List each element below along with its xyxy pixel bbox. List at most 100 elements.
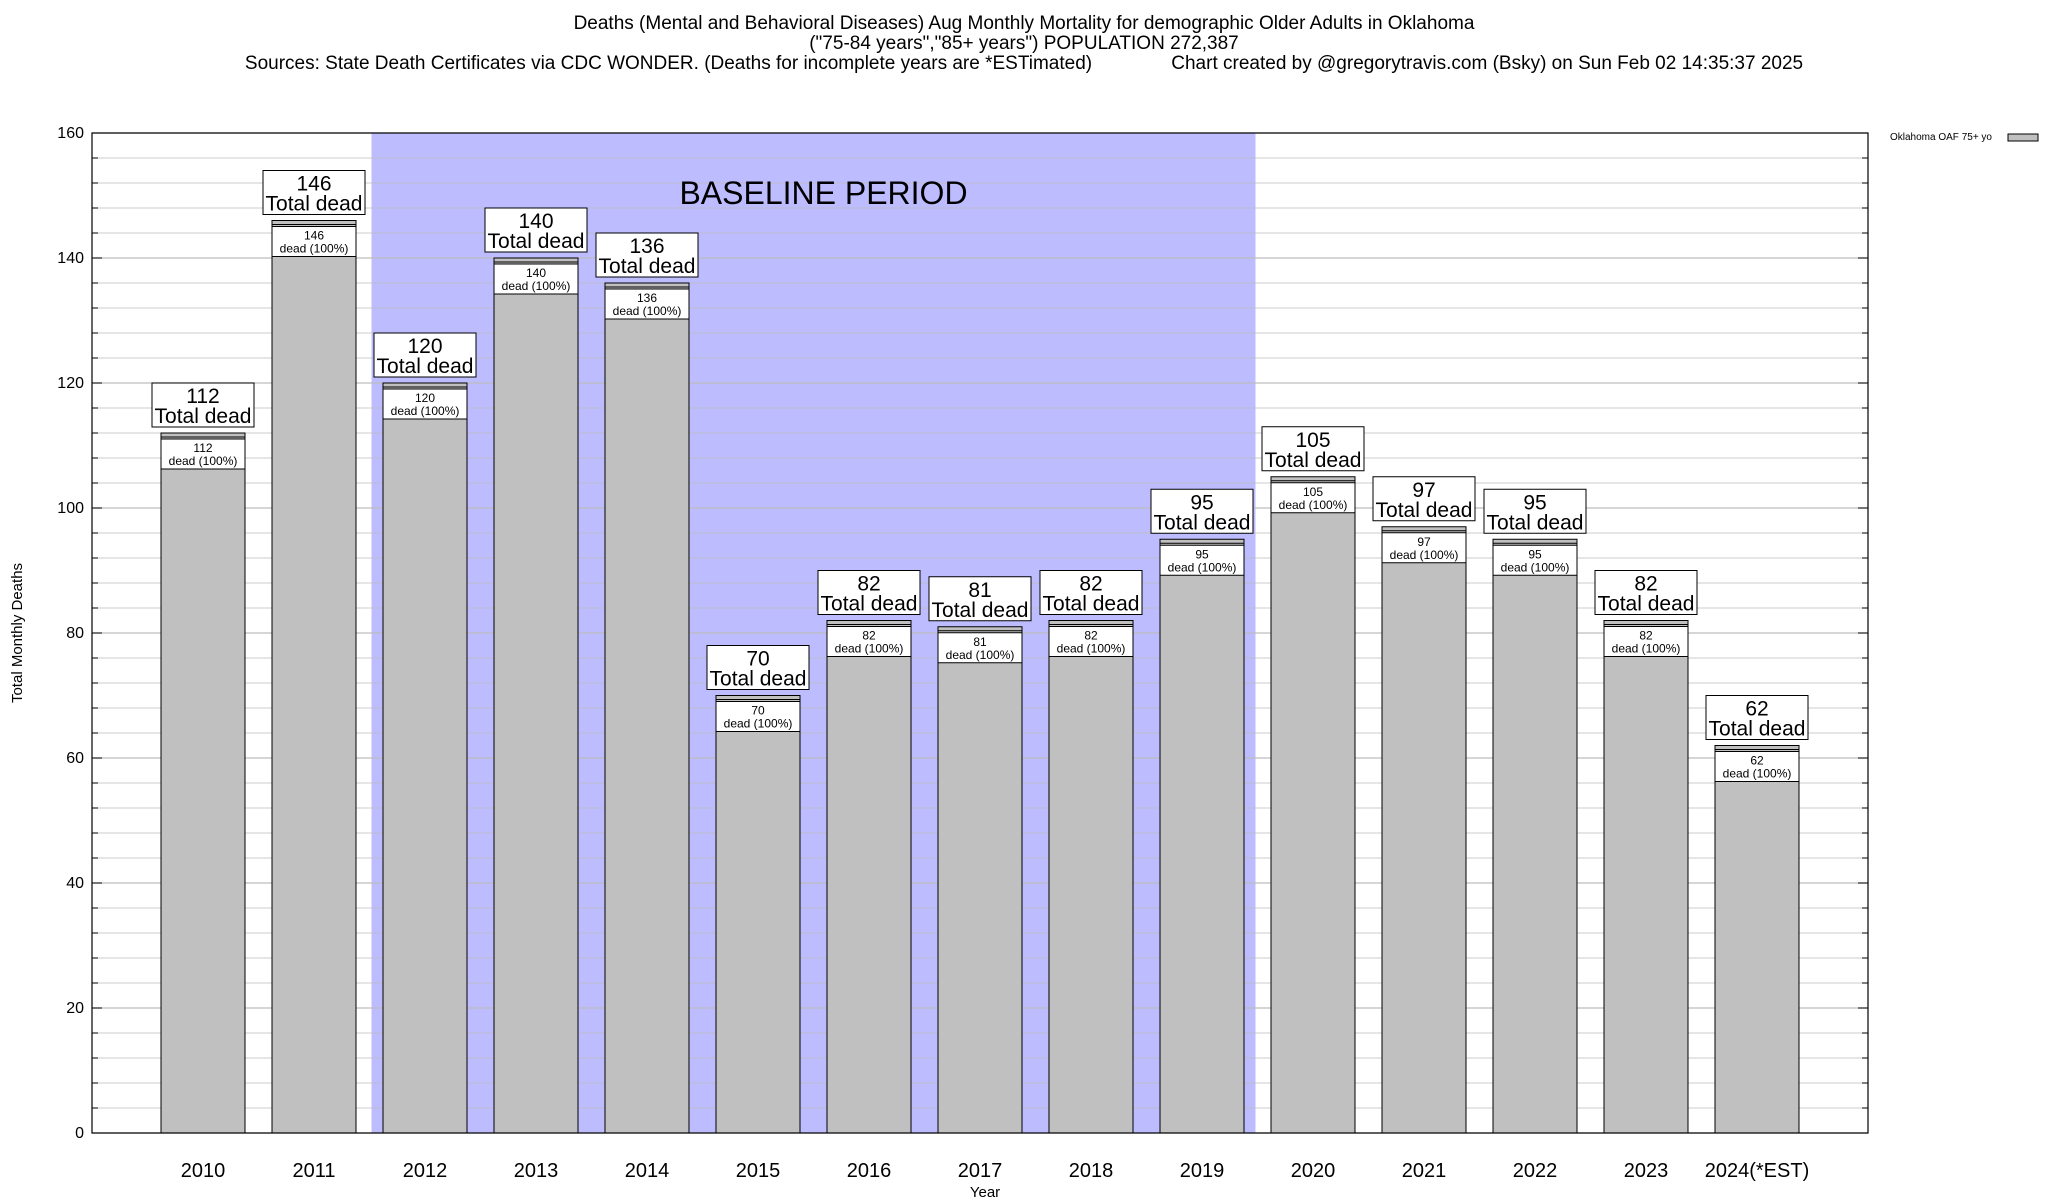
inner-label-box — [604, 288, 690, 320]
bar — [382, 382, 468, 1134]
inner-value-label: 105 — [1303, 485, 1323, 499]
inner-label-box — [160, 438, 246, 470]
total-text-label: Total dead — [1598, 593, 1695, 616]
bar — [1048, 620, 1134, 1134]
total-label-box — [1483, 488, 1587, 534]
total-value-label: 146 — [296, 173, 331, 196]
total-value-label: 70 — [746, 648, 769, 671]
inner-value-label: 62 — [1750, 754, 1764, 768]
bar — [1492, 538, 1578, 1134]
legend-swatch — [2007, 133, 2039, 142]
chart-title: Deaths (Mental and Behavioral Diseases) … — [573, 13, 1475, 34]
total-text-label: Total dead — [1709, 718, 1806, 741]
inner-percent-label: dead (100%) — [169, 454, 238, 468]
chart-subtitle: ("75-84 years","85+ years") POPULATION 2… — [809, 33, 1239, 54]
inner-label-box — [1714, 751, 1800, 782]
bar — [493, 257, 579, 1134]
total-label-box — [595, 232, 699, 278]
inner-percent-label: dead (100%) — [946, 648, 1015, 662]
inner-percent-label: dead (100%) — [1057, 642, 1126, 656]
inner-label-box — [937, 632, 1023, 664]
y-axis-label: Total Monthly Deaths — [9, 563, 26, 703]
inner-label-box — [1492, 544, 1578, 576]
x-tick-label: 2023 — [1624, 1160, 1669, 1182]
total-text-label: Total dead — [599, 255, 696, 278]
total-text-label: Total dead — [932, 599, 1029, 622]
inner-value-label: 70 — [751, 704, 765, 718]
inner-label-box — [1048, 626, 1134, 657]
total-value-label: 82 — [857, 573, 880, 596]
x-tick-label: 2017 — [958, 1160, 1003, 1182]
total-value-label: 140 — [518, 210, 553, 233]
inner-value-label: 97 — [1417, 535, 1431, 549]
total-label-box — [1594, 570, 1698, 615]
inner-percent-label: dead (100%) — [724, 717, 793, 731]
bar — [1159, 538, 1245, 1134]
y-tick-label: 20 — [66, 1000, 84, 1017]
total-label-box — [1705, 695, 1809, 740]
x-tick-label: 2011 — [292, 1160, 335, 1182]
bar — [937, 626, 1023, 1134]
total-label-box — [484, 207, 588, 253]
total-label-box — [151, 382, 255, 428]
total-value-label: 112 — [186, 385, 219, 408]
total-label-box — [373, 332, 477, 378]
total-value-label: 105 — [1295, 429, 1330, 452]
inner-label-box — [271, 226, 357, 257]
inner-value-label: 82 — [1084, 629, 1098, 643]
inner-percent-label: dead (100%) — [391, 404, 460, 418]
total-label-box — [1150, 488, 1254, 534]
total-value-label: 62 — [1745, 698, 1768, 721]
total-text-label: Total dead — [377, 355, 474, 378]
bar — [1270, 476, 1356, 1134]
x-tick-label: 2018 — [1069, 1160, 1114, 1182]
total-text-label: Total dead — [1265, 449, 1362, 472]
x-tick-label: 2021 — [1402, 1160, 1447, 1182]
total-text-label: Total dead — [710, 668, 807, 691]
y-tick-label: 80 — [66, 625, 84, 642]
inner-value-label: 140 — [526, 266, 546, 280]
x-axis-label: Year — [970, 1184, 1000, 1200]
inner-value-label: 81 — [973, 635, 987, 649]
y-tick-label: 0 — [75, 1125, 84, 1142]
inner-label-box — [382, 388, 468, 420]
total-value-label: 120 — [407, 335, 442, 358]
total-label-box — [1261, 426, 1365, 472]
y-tick-label: 40 — [66, 875, 84, 892]
bar — [604, 282, 690, 1134]
total-value-label: 81 — [968, 579, 991, 602]
inner-percent-label: dead (100%) — [1501, 560, 1570, 574]
total-value-label: 82 — [1079, 573, 1102, 596]
total-value-label: 95 — [1523, 491, 1546, 514]
inner-label-box — [493, 263, 579, 295]
total-label-box — [1039, 570, 1143, 615]
chart-source-line: Sources: State Death Certificates via CD… — [244, 53, 1804, 74]
total-text-label: Total dead — [1043, 593, 1140, 616]
x-tick-label: 2020 — [1291, 1160, 1336, 1182]
inner-value-label: 82 — [862, 629, 876, 643]
x-tick-label: 2024(*EST) — [1705, 1160, 1810, 1182]
total-text-label: Total dead — [821, 593, 918, 616]
inner-value-label: 146 — [304, 229, 324, 243]
x-tick-label: 2016 — [847, 1160, 892, 1182]
total-label-box — [706, 645, 810, 690]
total-value-label: 82 — [1634, 573, 1657, 596]
inner-label-box — [1603, 626, 1689, 657]
total-text-label: Total dead — [1376, 499, 1473, 522]
total-label-box — [1372, 476, 1476, 522]
inner-percent-label: dead (100%) — [1390, 548, 1459, 562]
bar — [715, 695, 801, 1134]
bar — [271, 220, 357, 1134]
x-tick-label: 2019 — [1180, 1160, 1225, 1182]
total-label-box — [262, 170, 366, 215]
inner-percent-label: dead (100%) — [280, 242, 349, 256]
x-tick-label: 2014 — [625, 1160, 670, 1182]
baseline-period-label: BASELINE PERIOD — [679, 175, 967, 211]
bar — [160, 432, 246, 1134]
inner-percent-label: dead (100%) — [613, 304, 682, 318]
inner-percent-label: dead (100%) — [835, 642, 904, 656]
total-text-label: Total dead — [1487, 511, 1584, 534]
inner-percent-label: dead (100%) — [1168, 560, 1237, 574]
inner-label-box — [826, 626, 912, 657]
